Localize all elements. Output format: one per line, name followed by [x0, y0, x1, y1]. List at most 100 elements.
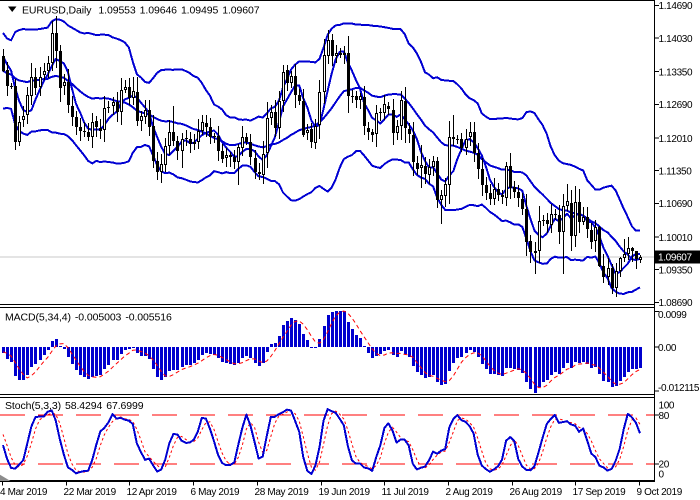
candle-body-bear [436, 161, 439, 200]
price-axis-label: 1.08690 [659, 298, 693, 309]
symbol-expander-icon[interactable] [8, 6, 17, 13]
macd-histogram-bar [168, 347, 171, 371]
candle-body-bear [408, 129, 411, 134]
candle [619, 257, 622, 277]
candle [436, 157, 439, 208]
candle-body-bear [392, 110, 395, 133]
macd-histogram-bar [67, 347, 70, 357]
macd-panel-label: MACD(5,34,4) -0.005003 -0.005516 [5, 312, 172, 324]
candle [156, 152, 159, 180]
macd-histogram-bar [51, 341, 54, 347]
candle [2, 49, 5, 72]
macd-histogram-bar [217, 347, 220, 358]
macd-histogram-bar [570, 347, 573, 368]
candle [302, 89, 305, 137]
candle [477, 143, 480, 179]
candle [172, 106, 175, 146]
candle [578, 189, 581, 233]
macd-histogram-bar [14, 347, 17, 376]
candle [631, 247, 634, 262]
price-axis[interactable]: 1.14690 1.14030 1.13350 1.12690 1.12010 1.113… [655, 1, 700, 480]
candle-body-fill [608, 269, 609, 276]
candle-body-bear [172, 132, 175, 141]
macd-histogram-bar [387, 347, 390, 350]
time-axis[interactable]: 4 Mar 2019 22 Mar 2019 12 Apr 2019 6 May 20… [0, 482, 683, 498]
candle-body-fill [551, 215, 552, 224]
macd-histogram-bar [225, 347, 228, 363]
macd-histogram-bar [485, 347, 488, 369]
macd-histogram-bar [598, 347, 601, 374]
candle-body-fill [397, 127, 398, 132]
macd-histogram-bar [469, 347, 472, 350]
candle [375, 105, 378, 147]
candle [359, 93, 362, 109]
candle-body-fill [628, 249, 629, 253]
macd-histogram-bar [112, 347, 115, 360]
candle-body-bear [205, 123, 208, 127]
macd-histogram-bar [639, 347, 642, 368]
macd-histogram-bar [71, 347, 74, 364]
macd-axis-label: 0.00 [658, 343, 677, 354]
macd-histogram-bar [635, 347, 638, 369]
macd-histogram-bar [185, 347, 188, 365]
stoch-name-label: Stoch(5,3,3) [5, 400, 61, 412]
macd-histogram-bar [95, 347, 98, 376]
candle-body-bear [371, 132, 374, 135]
macd-histogram-bar [270, 344, 273, 347]
candle [136, 77, 139, 126]
macd-histogram-bar [91, 347, 94, 377]
macd-histogram-bar [582, 347, 585, 362]
candle-body-fill [125, 88, 126, 89]
candle-body-bear [152, 126, 155, 161]
macd-indicator-panel[interactable] [2, 310, 642, 393]
macd-histogram-bar [302, 334, 305, 347]
candle [290, 71, 293, 88]
quick-navigation-triangle-icon[interactable] [0, 474, 11, 481]
macd-histogram-bar [237, 347, 240, 363]
macd-histogram-bar [103, 347, 106, 369]
candle-body-bear [598, 227, 601, 266]
stochastic-indicator-panel[interactable] [0, 408, 654, 475]
candle [144, 100, 147, 124]
candle [306, 124, 309, 140]
price-chart-panel[interactable] [0, 16, 654, 297]
macd-histogram-bar [176, 347, 179, 370]
candle-body-fill [141, 117, 142, 120]
candle-body-fill [433, 162, 434, 166]
macd-histogram-bar [607, 347, 610, 382]
symbol-period-label: EURUSD,Daily [22, 5, 92, 17]
macd-histogram-bar [383, 347, 386, 351]
macd-axis-label: 0.0099 [658, 310, 687, 321]
candle-body-fill [445, 185, 446, 195]
candle-body-fill [226, 156, 227, 157]
candle-body-fill [401, 101, 402, 125]
macd-histogram-bar [274, 343, 277, 347]
candle [424, 157, 427, 184]
stoch-percent-d-line [2, 410, 641, 473]
candle-body-bear [456, 139, 459, 140]
price-axis-label: 1.09350 [659, 266, 693, 277]
macd-histogram-bar [460, 347, 463, 357]
macd-histogram-bar [440, 347, 443, 385]
macd-histogram-bar [262, 347, 265, 363]
candle-body-bear [67, 82, 70, 105]
macd-histogram-bar [314, 347, 317, 348]
candle-body-bear [75, 117, 78, 127]
candle-body-fill [494, 190, 495, 198]
time-axis-label: 2 Aug 2019 [446, 487, 494, 498]
macd-histogram-bar [412, 347, 415, 366]
macd-histogram-bar [456, 347, 459, 358]
candle-body-fill [121, 91, 122, 111]
macd-histogram-bar [2, 347, 5, 353]
macd-histogram-bar [481, 347, 484, 364]
macd-main-value: -0.005003 [75, 312, 122, 324]
candle [534, 242, 537, 274]
candle [286, 65, 289, 91]
candle [95, 116, 98, 137]
macd-histogram-bar [351, 329, 354, 347]
macd-histogram-bar [83, 347, 86, 377]
macd-histogram-bar [420, 347, 423, 375]
candle-body-bear [55, 33, 58, 51]
macd-histogram-bar [525, 347, 528, 382]
candle [485, 177, 488, 200]
